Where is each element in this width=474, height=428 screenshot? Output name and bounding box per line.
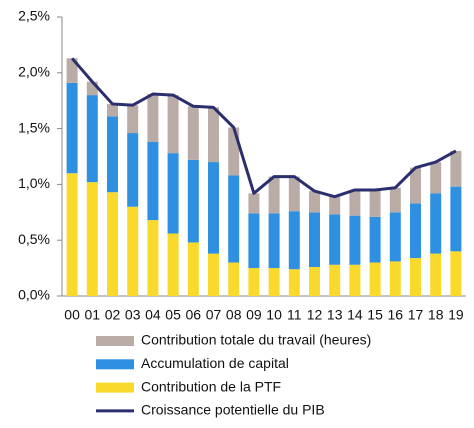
y-tick-label: 2,5% <box>18 8 50 24</box>
bar-segment <box>187 159 199 243</box>
bar-segment <box>107 116 118 193</box>
bar-segment <box>127 105 139 134</box>
legend-swatch <box>96 359 134 370</box>
bar-segment <box>208 107 219 163</box>
bar-segment <box>389 261 401 296</box>
bar-segment <box>208 253 219 296</box>
legend-label: Croissance potentielle du PIB <box>141 402 325 418</box>
x-tick-label: 04 <box>145 307 161 323</box>
bar-segment <box>107 192 118 296</box>
bar-segment <box>248 213 260 269</box>
bar-segment <box>369 216 381 263</box>
bar-segment <box>349 215 361 265</box>
bar-segment <box>268 268 280 296</box>
x-tick-label: 05 <box>165 307 181 323</box>
bar-segment <box>248 193 260 214</box>
x-tick-label: 01 <box>85 307 101 323</box>
bar-segment <box>430 193 442 254</box>
y-tick-label: 0,5% <box>18 231 50 247</box>
bar-segment <box>268 213 280 269</box>
x-tick-label: 19 <box>448 307 464 323</box>
x-tick-label: 00 <box>64 307 80 323</box>
bar-segment <box>389 187 401 213</box>
bar-segment <box>127 133 139 207</box>
bar-segment <box>410 167 421 204</box>
x-tick-label: 14 <box>347 307 363 323</box>
y-tick-label: 0,0% <box>18 287 50 303</box>
bar-segment <box>66 82 78 174</box>
bar-segment <box>450 186 462 252</box>
bar-segment <box>349 189 361 216</box>
x-tick-label: 18 <box>428 307 444 323</box>
x-tick-label: 03 <box>125 307 141 323</box>
bar-segment <box>66 173 78 296</box>
bar-segment <box>107 104 118 117</box>
bar-segment <box>309 191 320 213</box>
bar-segment <box>288 176 300 212</box>
bar-segment <box>410 203 421 259</box>
legend-swatch <box>96 382 134 393</box>
bar-segment <box>389 212 401 262</box>
legend-label: Contribution totale du travail (heures) <box>141 332 371 348</box>
bar-segment <box>288 211 300 270</box>
bar-segment <box>167 153 179 234</box>
x-tick-label: 09 <box>246 307 262 323</box>
x-tick-label: 06 <box>186 307 202 323</box>
bar-segment <box>147 141 159 221</box>
x-tick-label: 02 <box>105 307 121 323</box>
bar-segment <box>66 58 78 83</box>
legend-label: Contribution de la PTF <box>141 378 281 394</box>
bar-segment <box>86 81 98 96</box>
bar-segment <box>329 264 341 296</box>
x-tick-label: 08 <box>226 307 242 323</box>
bar-segment <box>450 251 462 296</box>
bar-segment <box>450 150 462 187</box>
x-tick-label: 10 <box>266 307 282 323</box>
bar-segment <box>369 189 381 217</box>
y-tick-label: 2,0% <box>18 64 50 80</box>
legend-label: Accumulation de capital <box>141 355 289 371</box>
x-tick-label: 15 <box>367 307 383 323</box>
bar-segment <box>187 106 199 160</box>
bar-segment <box>147 94 159 142</box>
bar-segment <box>86 95 98 183</box>
y-tick-label: 1,0% <box>18 175 50 191</box>
bar-segment <box>369 262 381 296</box>
bar-segment <box>127 206 139 296</box>
bar-segment <box>268 176 280 214</box>
bar-segment <box>410 258 421 296</box>
bar-segment <box>167 233 179 296</box>
bar-segment <box>228 127 240 176</box>
x-tick-label: 07 <box>206 307 222 323</box>
bar-segment <box>86 182 98 296</box>
bar-segment <box>349 264 361 296</box>
bar-segment <box>309 266 320 296</box>
x-tick-label: 17 <box>408 307 424 323</box>
bar-segment <box>288 269 300 296</box>
bar-segment <box>329 196 341 215</box>
bar-segment <box>309 212 320 267</box>
bar-segment <box>167 95 179 154</box>
x-tick-label: 12 <box>307 307 323 323</box>
x-tick-label: 13 <box>327 307 343 323</box>
y-tick-label: 1,5% <box>18 119 50 135</box>
bar-segment <box>430 253 442 296</box>
bar-segment <box>228 262 240 296</box>
bar-segment <box>208 162 219 254</box>
line <box>70 57 457 199</box>
bar-segment <box>228 175 240 263</box>
bar-segment <box>248 268 260 296</box>
bar-segment <box>187 242 199 296</box>
bar-segment <box>147 220 159 296</box>
x-tick-label: 16 <box>388 307 404 323</box>
bar-segment <box>329 214 341 265</box>
bar-segment <box>430 162 442 194</box>
x-tick-label: 11 <box>287 307 302 323</box>
legend-swatch <box>96 336 134 346</box>
